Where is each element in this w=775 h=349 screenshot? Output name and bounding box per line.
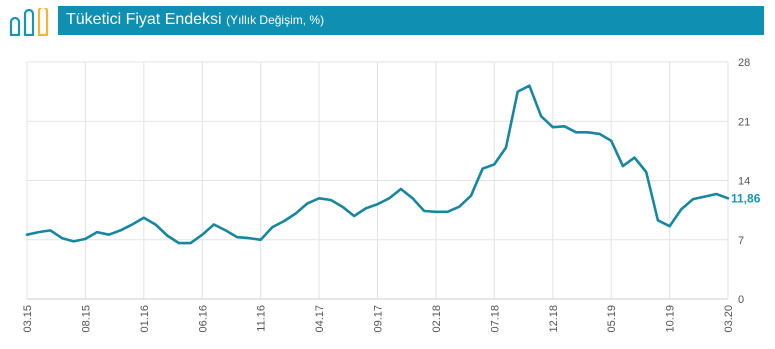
data-point: [213, 223, 215, 225]
data-point: [657, 219, 659, 221]
x-tick-label: 03.15: [22, 305, 34, 333]
data-point: [575, 131, 577, 133]
data-point: [283, 220, 285, 222]
data-point: [248, 237, 250, 239]
data-point: [295, 212, 297, 214]
data-point: [49, 229, 51, 231]
chart-title: Tüketici Fiyat Endeksi (Yıllık Değişim, …: [66, 11, 324, 29]
data-point: [481, 167, 483, 169]
data-point: [446, 211, 448, 213]
data-point: [178, 242, 180, 244]
data-point: [610, 140, 612, 142]
x-tick-label: 01.16: [139, 305, 151, 333]
bar-chart-logo-icon: [9, 8, 49, 36]
data-point: [236, 236, 238, 238]
data-point: [458, 206, 460, 208]
y-tick-label: 14: [738, 176, 750, 188]
data-point: [493, 163, 495, 165]
x-tick-label: 07.18: [489, 305, 501, 333]
cpi-series-line: [25, 84, 730, 245]
data-point: [96, 231, 98, 233]
x-tick-label: 08.15: [80, 305, 92, 333]
last-value-label: 11,86: [731, 191, 761, 205]
data-point: [73, 240, 75, 242]
data-point: [552, 126, 554, 128]
x-tick-label: 10.19: [665, 305, 677, 333]
x-tick-label: 02.18: [431, 305, 443, 333]
x-tick-label: 12.18: [548, 305, 560, 333]
data-point: [341, 206, 343, 208]
data-point: [189, 242, 191, 244]
data-point: [563, 125, 565, 127]
x-tick-label: 03.20: [723, 305, 735, 333]
chart-title-text: Tüketici Fiyat Endeksi: [66, 11, 222, 28]
data-point: [622, 165, 624, 167]
data-point: [668, 225, 670, 227]
data-point: [376, 203, 378, 205]
data-point: [224, 229, 226, 231]
data-point: [388, 197, 390, 199]
x-tick-label: 04.17: [314, 305, 326, 333]
data-point: [505, 146, 507, 148]
data-point: [201, 233, 203, 235]
data-point: [692, 198, 694, 200]
title-bar: Tüketici Fiyat Endeksi (Yıllık Değişim, …: [58, 6, 764, 35]
data-point: [259, 239, 261, 241]
y-tick-label: 7: [738, 235, 744, 247]
x-tick-label: 05.19: [606, 305, 618, 333]
data-point: [645, 171, 647, 173]
data-point: [517, 90, 519, 92]
data-point: [154, 223, 156, 225]
data-point: [435, 211, 437, 213]
data-point: [680, 208, 682, 210]
data-point: [633, 156, 635, 158]
data-point: [528, 85, 530, 87]
data-point: [119, 229, 121, 231]
chart-subtitle: (Yıllık Değişim, %): [226, 13, 325, 27]
y-tick-label: 0: [738, 294, 744, 306]
data-point: [271, 226, 273, 228]
data-point: [330, 199, 332, 201]
cpi-line-chart: 0 7 14 21 28 03.15 08.15 01.16 06.16 11.16 04.17 09…: [22, 57, 761, 333]
y-tick-label: 28: [738, 57, 750, 69]
data-point: [318, 197, 320, 199]
data-point: [411, 197, 413, 199]
data-point: [703, 195, 705, 197]
x-tick-label: 06.16: [197, 305, 209, 333]
data-point: [470, 195, 472, 197]
data-point: [598, 133, 600, 135]
data-point: [26, 233, 28, 235]
y-tick-label: 21: [738, 116, 750, 128]
data-point: [587, 131, 589, 133]
x-tick-label: 11.16: [256, 305, 268, 332]
data-point: [306, 202, 308, 204]
data-point: [353, 215, 355, 217]
data-point: [37, 231, 39, 233]
data-point: [727, 197, 729, 199]
data-point: [166, 234, 168, 236]
data-point: [423, 210, 425, 212]
data-point: [540, 115, 542, 117]
data-point: [131, 223, 133, 225]
data-point: [143, 217, 145, 219]
data-point: [84, 238, 86, 240]
chart-header: Tüketici Fiyat Endeksi (Yıllık Değişim, …: [0, 0, 775, 40]
data-point: [108, 233, 110, 235]
x-tick-label: 09.17: [373, 305, 385, 333]
data-point: [715, 193, 717, 195]
data-point: [400, 188, 402, 190]
data-point: [365, 207, 367, 209]
data-point: [61, 237, 63, 239]
